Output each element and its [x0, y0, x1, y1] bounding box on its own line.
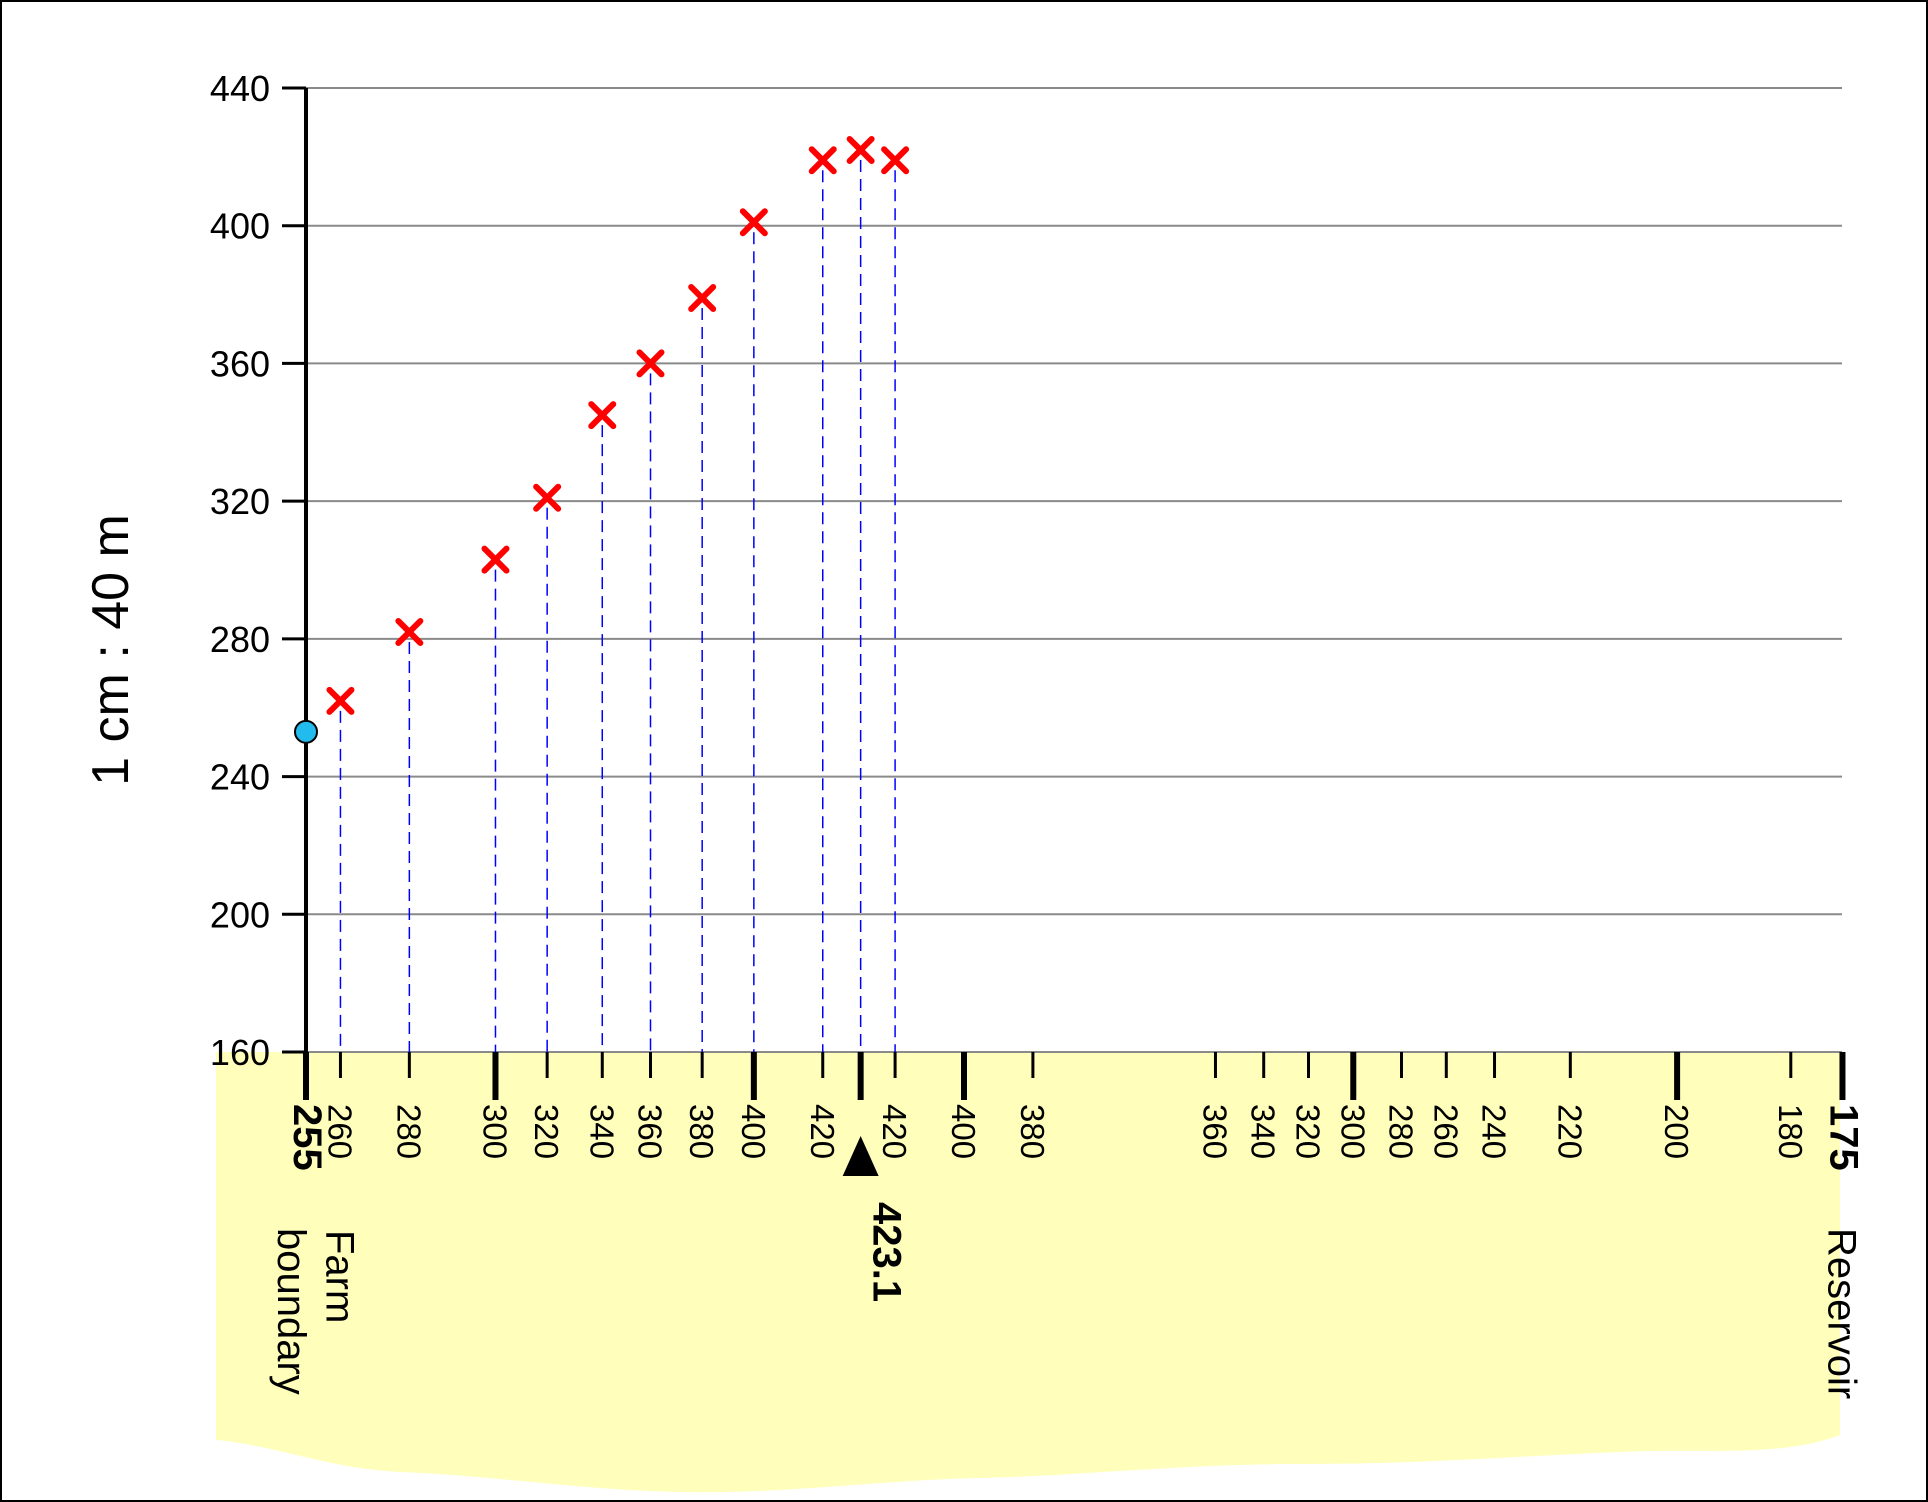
- x-marker: [481, 545, 510, 574]
- strip-tick-label: 240: [1476, 1104, 1513, 1159]
- strip-tick-label: 320: [528, 1104, 565, 1159]
- x-marker: [739, 208, 768, 237]
- strip-tick-label: 320: [1289, 1104, 1326, 1159]
- strip-tick-label: 200: [1658, 1104, 1695, 1159]
- strip-tick-label: 380: [683, 1104, 720, 1159]
- strip-tick-label: 220: [1551, 1104, 1588, 1159]
- strip-tick-label: 420: [804, 1104, 841, 1159]
- x-marker: [881, 146, 910, 175]
- x-marker: [688, 284, 717, 313]
- x-marker: [533, 483, 562, 512]
- x-marker-stroke: [326, 686, 355, 715]
- strip-tick-label: 255: [285, 1104, 329, 1171]
- strip-tick-label: 300: [476, 1104, 513, 1159]
- y-tick-label: 400: [210, 206, 270, 247]
- elevation-markers: [326, 135, 910, 715]
- x-marker-stroke: [846, 135, 875, 164]
- start-name-label: boundary: [269, 1228, 313, 1395]
- start-point-marker: [294, 719, 318, 744]
- y-tick-label: 360: [210, 343, 270, 384]
- x-marker-stroke: [395, 617, 424, 646]
- x-marker-stroke: [881, 146, 910, 175]
- y-tick-label: 160: [210, 1032, 270, 1073]
- strip-tick-label: 340: [583, 1104, 620, 1159]
- x-marker: [846, 135, 875, 164]
- farm-label: Farm: [317, 1230, 361, 1323]
- strip-tick-label: 280: [390, 1104, 427, 1159]
- y-axis-label: 1 cm : 40 m: [82, 514, 140, 786]
- summit-triangle-icon: [842, 1136, 879, 1176]
- x-marker-stroke: [588, 401, 617, 430]
- x-marker: [326, 686, 355, 715]
- strip-tick-label: 175: [1821, 1104, 1865, 1171]
- y-tick-label: 280: [210, 619, 270, 660]
- strip-tick-label: 360: [1196, 1104, 1233, 1159]
- x-marker: [636, 349, 665, 378]
- x-marker-stroke: [808, 146, 837, 175]
- x-marker-stroke: [636, 349, 665, 378]
- strip-tick-label: 280: [1383, 1104, 1420, 1159]
- strip-tick-label: 400: [945, 1104, 982, 1159]
- strip-tick-label: 300: [1334, 1104, 1371, 1159]
- strip-tick-label: 340: [1245, 1104, 1282, 1159]
- strip-tick-label: 360: [632, 1104, 669, 1159]
- x-marker-stroke: [739, 208, 768, 237]
- strip-tick-label: 380: [1014, 1104, 1051, 1159]
- x-marker-stroke: [481, 545, 510, 574]
- strip-tick-label: 423.1: [865, 1202, 909, 1302]
- grid-lines: [306, 87, 1842, 1053]
- x-marker-stroke: [533, 483, 562, 512]
- drop-lines: [339, 159, 896, 1052]
- strip-tick-label: 400: [735, 1104, 772, 1159]
- paper-strip: [216, 1052, 1840, 1493]
- strip-tick-label: 260: [321, 1104, 358, 1159]
- y-tick-label: 200: [210, 894, 270, 935]
- strip-tick-label: 260: [1427, 1104, 1464, 1159]
- strip-tick-label: 420: [876, 1104, 913, 1159]
- x-marker: [808, 146, 837, 175]
- end-name-label: Reservoir: [1819, 1228, 1863, 1399]
- y-tick-label: 440: [210, 68, 270, 109]
- x-marker: [395, 617, 424, 646]
- y-tick-label: 320: [210, 481, 270, 522]
- strip-tick-label: 180: [1772, 1104, 1809, 1159]
- y-tick-label: 240: [210, 757, 270, 798]
- x-marker: [588, 401, 617, 430]
- y-axis-ticks: 160 200 240 280 320 360 400 440: [210, 68, 306, 1073]
- x-marker-stroke: [688, 284, 717, 313]
